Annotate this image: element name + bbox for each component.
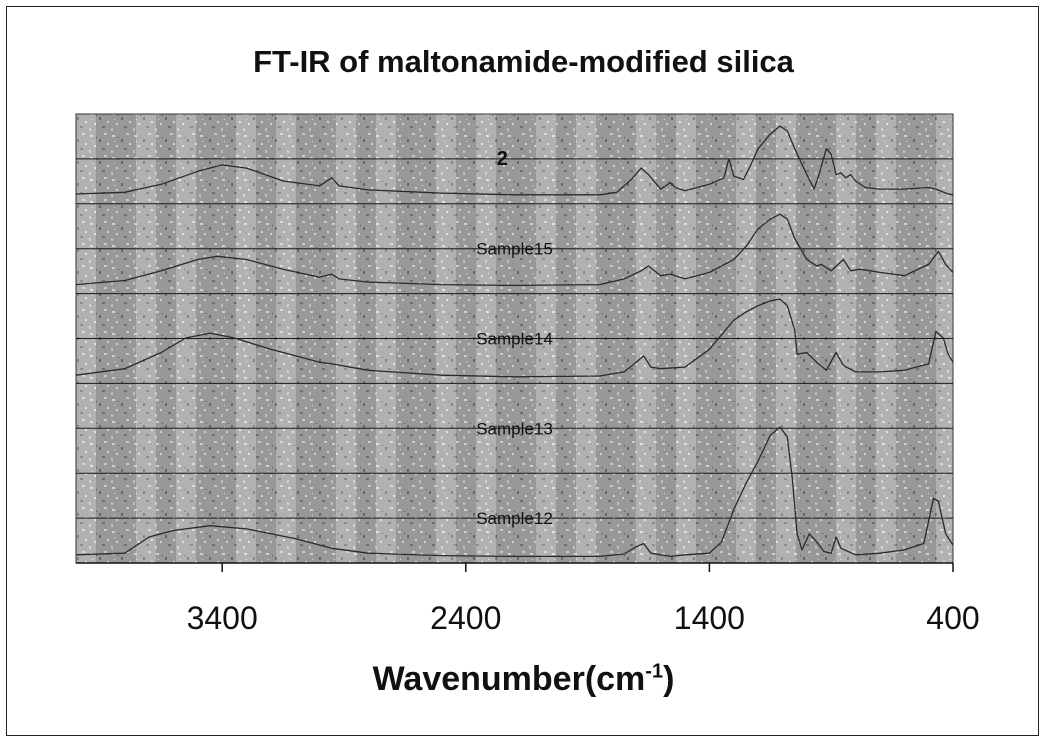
gridlines (76, 158, 953, 519)
x-tick-label-1400: 1400 (674, 600, 745, 636)
series-label-Sample14: Sample14 (476, 330, 553, 349)
x-tick-label-2400: 2400 (430, 600, 501, 636)
series-line-Sample12 (75, 426, 954, 558)
chart-title: FT-IR of maltonamide-modified silica (253, 44, 794, 79)
x-tick-label-3400: 3400 (187, 600, 258, 636)
x-axis-label: Wavenumber(cm-1) (0, 660, 1047, 699)
series-labels: 2 Sample15 Sample14 Sample13 Sample12 (476, 148, 553, 528)
series-label-2: 2 (497, 148, 508, 170)
series-line-2 (75, 125, 954, 196)
x-axis-label-sup: -1 (645, 660, 664, 683)
series-label-Sample13: Sample13 (476, 419, 553, 438)
x-tick-label-400: 400 (926, 600, 979, 636)
series-line-Sample15 (75, 213, 954, 287)
x-axis-label-tail: ) (663, 660, 675, 698)
x-axis: 3400 2400 1400 400 (76, 562, 980, 636)
x-axis-label-main: Wavenumber(cm (372, 660, 646, 698)
series-label-Sample12: Sample12 (476, 509, 553, 528)
series-label-Sample15: Sample15 (476, 240, 553, 259)
series-line-Sample14 (75, 298, 954, 378)
series-group (75, 125, 954, 558)
